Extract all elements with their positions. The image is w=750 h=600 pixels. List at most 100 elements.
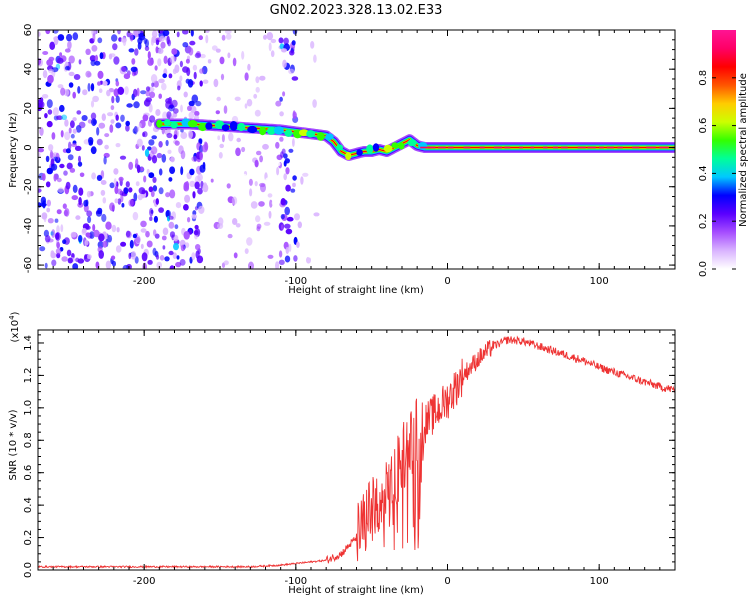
noise-blob [133, 88, 138, 98]
noise-blob [310, 41, 315, 49]
noise-blob [65, 148, 71, 154]
noise-blob [81, 227, 87, 234]
noise-blob [113, 178, 117, 187]
noise-blob [195, 100, 202, 107]
noise-blob [267, 193, 273, 198]
noise-blob [242, 173, 247, 182]
noise-blob [180, 131, 188, 139]
noise-blob [282, 59, 287, 68]
noise-blob [285, 228, 293, 235]
noise-blob [84, 254, 88, 260]
noise-blob [173, 242, 179, 251]
noise-blob [77, 234, 83, 243]
noise-blob [168, 73, 173, 79]
noise-blob [53, 36, 59, 46]
noise-blob [250, 201, 258, 209]
noise-blob [104, 133, 110, 138]
noise-blob [38, 188, 42, 193]
noise-blob [249, 188, 253, 197]
noise-blob [291, 40, 296, 46]
noise-blob [210, 209, 215, 216]
noise-blob [194, 181, 200, 190]
noise-blob [258, 201, 265, 207]
noise-blob [174, 224, 179, 230]
noise-blob [232, 218, 238, 225]
noise-blob [180, 166, 184, 176]
noise-blob [90, 59, 96, 67]
noise-blob [296, 241, 300, 248]
noise-blob [64, 131, 71, 141]
noise-blob [211, 45, 218, 51]
spectrogram-x-axis-label: Height of straight line (km) [288, 285, 424, 296]
noise-blob [157, 47, 164, 55]
noise-blob [91, 45, 98, 52]
noise-blob [187, 105, 192, 112]
noise-blob [221, 34, 226, 41]
noise-blob [163, 55, 168, 64]
noise-blob [41, 94, 49, 99]
noise-blob [158, 207, 165, 213]
noise-blob [117, 30, 121, 35]
noise-blob [194, 110, 200, 117]
noise-blob [244, 72, 249, 81]
noise-blob [62, 203, 67, 209]
colorbar-tick-label: 0.4 [698, 165, 709, 181]
noise-blob [188, 100, 195, 107]
noise-blob [39, 246, 46, 252]
noise-blob [151, 135, 157, 140]
noise-blob [103, 156, 107, 165]
noise-blob [111, 34, 118, 42]
noise-blob [46, 199, 51, 207]
noise-blob [197, 187, 203, 195]
noise-blob [87, 216, 92, 224]
noise-blob [255, 215, 261, 223]
noise-blob [191, 252, 196, 261]
noise-blob [109, 53, 116, 58]
noise-blob [142, 114, 149, 122]
noise-blob [312, 99, 317, 108]
noise-blob [268, 42, 272, 52]
chart-title: GN02.2023.328.13.02.E33 [270, 3, 443, 18]
y-tick-label: 0.2 [23, 530, 34, 546]
noise-blob [170, 156, 175, 163]
noise-blob [149, 216, 153, 221]
noise-blob [198, 138, 203, 144]
noise-blob [199, 80, 203, 87]
noise-blob [68, 141, 72, 150]
noise-blob [72, 32, 79, 41]
noise-blob [46, 167, 53, 175]
noise-blob [193, 230, 199, 236]
noise-blob [105, 221, 112, 230]
colorbar-tick-label: 0.0 [698, 261, 709, 277]
noise-blob [152, 185, 158, 192]
noise-blob [132, 211, 139, 221]
noise-blob [259, 155, 263, 163]
noise-blob [188, 130, 193, 139]
noise-blob [115, 122, 122, 129]
noise-blob [130, 66, 138, 73]
noise-blob [68, 71, 75, 77]
noise-blob [91, 172, 96, 180]
noise-blob [307, 250, 313, 258]
noise-blob [259, 75, 266, 81]
noise-blob [100, 189, 106, 196]
noise-blob [56, 177, 62, 183]
noise-blob [69, 167, 76, 173]
noise-blob [86, 190, 92, 198]
noise-blob [134, 48, 139, 56]
noise-blob [232, 57, 237, 67]
y-tick-label: 20 [23, 102, 34, 115]
noise-blob [235, 223, 241, 228]
noise-blob [168, 177, 173, 182]
noise-blob [171, 48, 178, 55]
noise-blob [184, 242, 190, 248]
noise-blob [84, 239, 89, 246]
noise-blob [285, 167, 290, 175]
y-tick-label: 60 [23, 24, 34, 37]
noise-blob [81, 115, 88, 121]
noise-blob [87, 82, 91, 92]
ridge-blob [284, 129, 293, 137]
noise-blob [262, 143, 269, 150]
noise-blob [147, 58, 154, 66]
